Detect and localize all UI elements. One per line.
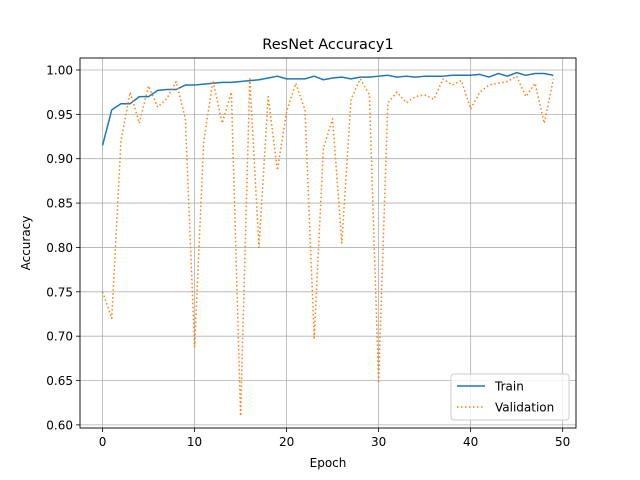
x-tick-label: 20 <box>279 435 294 449</box>
y-tick-label: 0.90 <box>46 152 73 166</box>
x-tick-label: 0 <box>99 435 107 449</box>
axis-ticks: 0 10 20 30 40 50 0.60 0.65 0.70 0.75 0.80 0.85 0.90 0… <box>46 63 570 449</box>
grid <box>80 58 576 428</box>
y-tick-label: 0.75 <box>46 285 73 299</box>
y-tick-label: 0.65 <box>46 374 73 388</box>
chart-title: ResNet Accuracy1 <box>262 37 393 53</box>
series-lines <box>101 71 555 417</box>
legend-label-train: Train <box>494 380 524 394</box>
y-axis-label: Accuracy <box>19 216 33 271</box>
x-axis-label: Epoch <box>310 456 347 470</box>
legend: Train Validation <box>450 373 570 421</box>
y-tick-label: 0.95 <box>46 108 73 122</box>
x-tick-label: 10 <box>187 435 202 449</box>
x-tick-label: 50 <box>555 435 570 449</box>
x-tick-label: 40 <box>463 435 478 449</box>
legend-label-validation: Validation <box>495 401 554 415</box>
plot-area-frame <box>79 57 577 429</box>
y-tick-label: 1.00 <box>46 63 73 77</box>
x-tick-label: 30 <box>371 435 386 449</box>
y-tick-label: 0.85 <box>46 197 73 211</box>
y-tick-label: 0.80 <box>46 241 73 255</box>
y-tick-label: 0.70 <box>46 330 73 344</box>
y-tick-label: 0.60 <box>46 418 73 432</box>
